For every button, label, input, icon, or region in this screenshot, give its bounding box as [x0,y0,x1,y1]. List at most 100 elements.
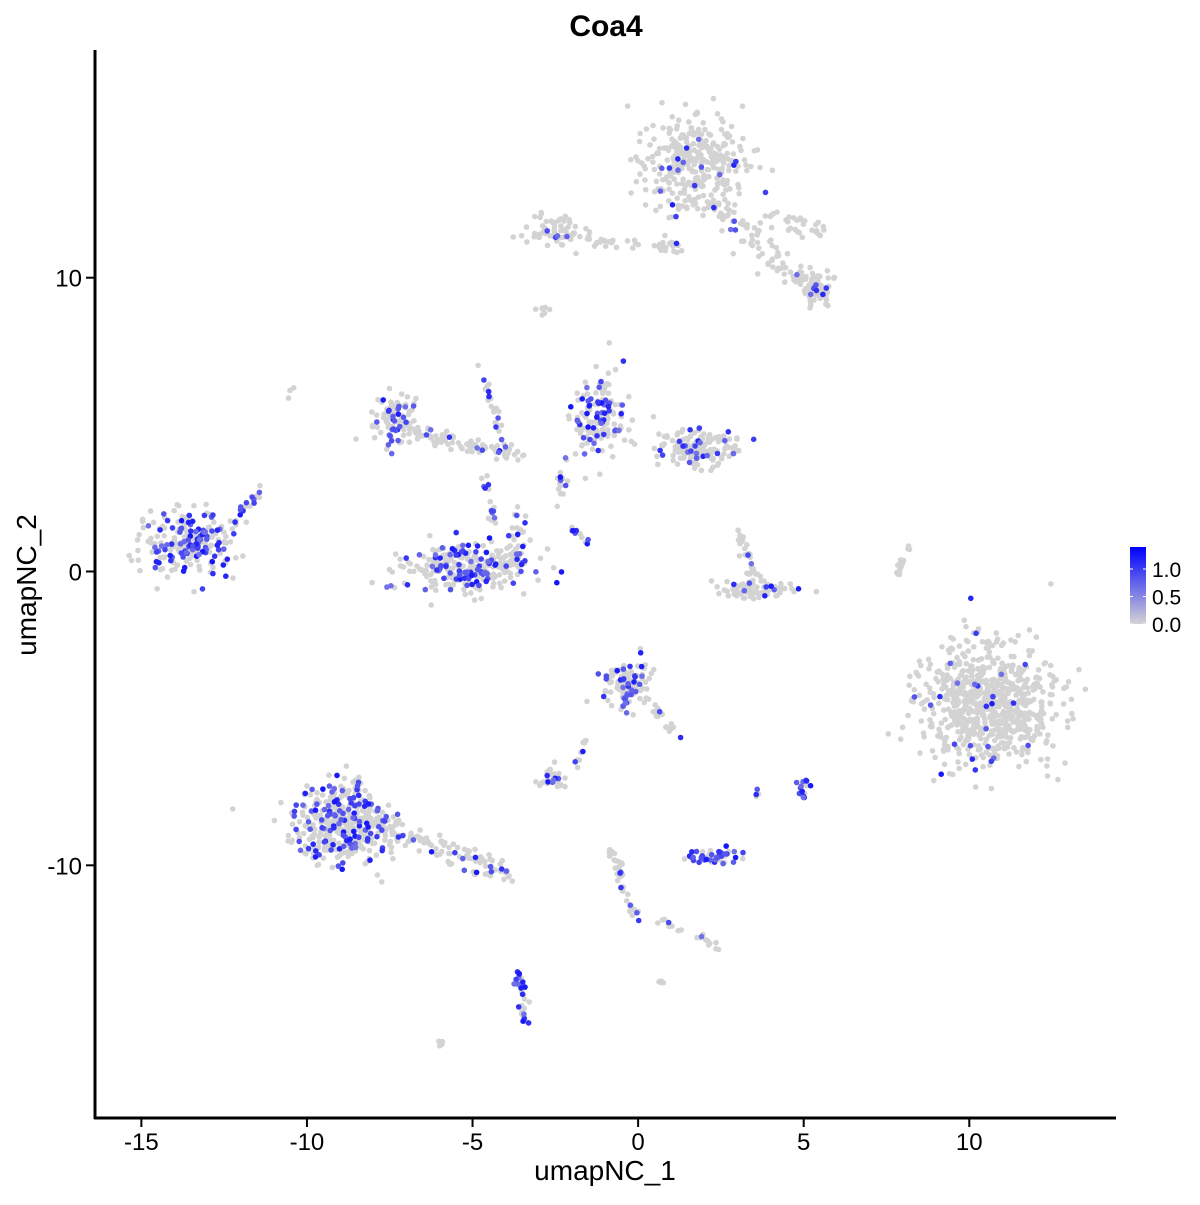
data-point [494,548,500,554]
data-point [733,168,739,174]
data-point [1047,662,1054,669]
data-point [976,743,982,749]
data-point-expressing [158,543,165,549]
data-point-expressing [584,384,590,391]
data-point [1006,751,1012,757]
data-point-expressing [339,866,346,873]
data-point [931,777,937,784]
data-point [969,708,976,714]
y-tick-label: 10 [55,266,82,293]
data-point [991,660,997,667]
data-point [626,427,632,433]
data-point [988,682,994,689]
data-point [1006,722,1012,729]
data-point [413,395,419,402]
data-point [469,448,476,455]
data-point-expressing [983,703,990,710]
data-point-expressing [520,1018,526,1024]
data-point [957,672,964,679]
data-point-expressing [795,586,802,592]
data-point-expressing [221,546,227,552]
data-point [631,237,638,243]
data-point-expressing [334,772,340,779]
data-point [350,779,356,785]
data-point [983,639,990,646]
data-point-expressing [723,843,729,849]
data-point [136,531,142,538]
data-point [605,415,611,422]
data-point [656,431,662,437]
data-point-expressing [677,734,684,741]
data-point [749,232,755,239]
data-point-expressing [693,848,700,855]
data-point-expressing [438,562,444,569]
data-point-expressing [820,291,826,298]
data-point [221,529,227,535]
data-point [366,847,373,854]
data-point [683,436,690,443]
data-point-expressing [462,569,468,576]
data-point [477,586,483,593]
data-point [669,190,676,196]
data-point [388,849,395,856]
data-point [383,418,390,425]
data-point [642,177,648,183]
data-point [710,140,717,146]
data-point-expressing [385,442,392,448]
data-point [981,665,988,671]
data-point [149,549,155,555]
data-point-expressing [256,489,263,496]
data-point [687,454,694,461]
data-point [289,821,296,827]
data-point [498,422,505,429]
data-point [538,209,544,216]
data-point-expressing [201,529,207,535]
data-point-expressing [145,523,152,529]
data-point-expressing [460,542,466,549]
data-point [984,687,991,693]
data-point [907,673,913,680]
data-point-expressing [309,786,315,793]
data-point-expressing [464,582,470,589]
data-point-expressing [493,424,499,430]
data-point-expressing [514,512,520,519]
data-point [983,696,990,703]
data-point [770,264,776,270]
data-point [496,572,503,578]
data-point [946,723,953,729]
data-point [678,247,685,254]
data-point-expressing [427,427,434,433]
data-point [306,836,313,843]
data-point-expressing [457,576,464,582]
data-point [687,154,693,160]
data-point [488,443,495,450]
data-point [1069,710,1075,717]
data-point [507,574,514,581]
data-point [899,724,906,731]
data-point [741,595,748,601]
data-point-expressing [498,866,505,872]
data-point [698,434,704,440]
data-point-expressing [456,572,463,578]
data-point [653,178,660,185]
data-point-expressing [220,562,227,568]
data-point [230,806,236,812]
data-point [962,653,968,660]
data-point-expressing [374,419,380,425]
data-point [740,855,746,862]
data-point-expressing [562,455,569,461]
data-point [939,671,945,677]
data-point-expressing [152,564,159,571]
data-point [683,135,690,142]
data-point-expressing [580,435,587,441]
data-point [491,409,497,415]
data-point-expressing [951,741,958,747]
data-point-expressing [395,411,402,418]
x-axis-label: umapNC_1 [534,1155,676,1186]
data-point [672,444,679,450]
data-point-expressing [164,542,170,548]
data-point [943,692,949,699]
data-point [982,720,988,726]
data-point-expressing [390,413,396,420]
data-point [448,861,455,867]
